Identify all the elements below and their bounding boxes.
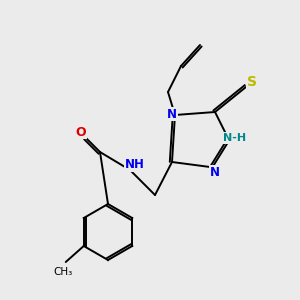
Text: N: N bbox=[167, 107, 177, 121]
Text: CH₃: CH₃ bbox=[53, 267, 72, 277]
Text: N-H: N-H bbox=[224, 133, 247, 143]
Text: N: N bbox=[210, 166, 220, 178]
Text: S: S bbox=[247, 75, 257, 89]
Text: O: O bbox=[76, 125, 86, 139]
Text: NH: NH bbox=[125, 158, 145, 172]
